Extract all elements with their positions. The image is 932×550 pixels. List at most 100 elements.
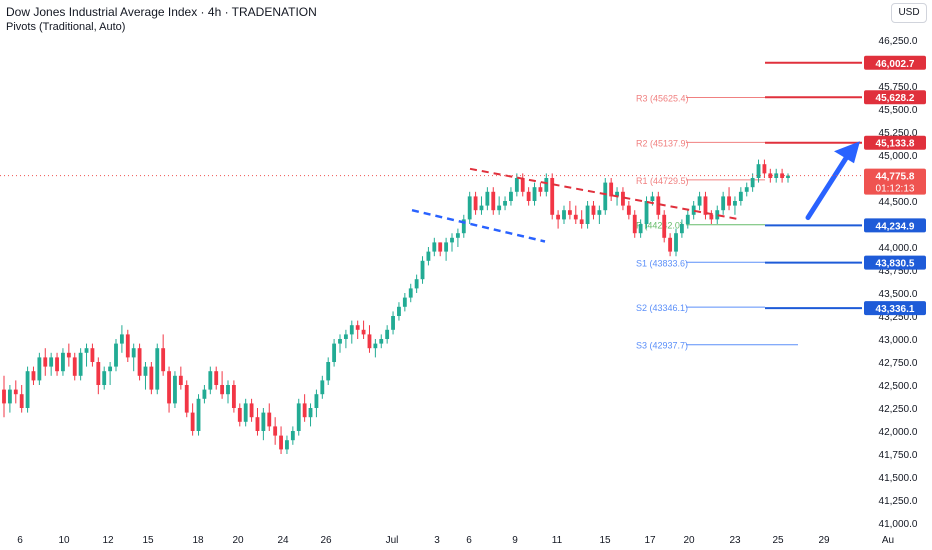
candle-body — [90, 348, 95, 362]
candle-body — [444, 242, 449, 252]
candle-body — [750, 178, 755, 188]
x-tick-label: 10 — [58, 535, 70, 546]
candle-body — [255, 417, 260, 431]
y-tick-label: 41,250.0 — [879, 496, 918, 507]
candle-body — [37, 357, 42, 381]
y-tick-label: 42,750.0 — [879, 358, 918, 369]
candle-body — [526, 191, 531, 201]
candle-body — [520, 178, 525, 192]
candle-body — [96, 362, 101, 385]
candle-body — [49, 357, 54, 367]
candle-body — [479, 205, 484, 211]
candle-body — [373, 343, 378, 349]
y-tick-label: 43,750.0 — [879, 266, 918, 277]
candle-body — [361, 329, 366, 335]
candle-body — [296, 403, 301, 431]
candle-body — [408, 288, 413, 298]
candle-body — [579, 219, 584, 224]
last-price-tag — [864, 168, 926, 195]
candle-body — [455, 233, 460, 238]
candle-body — [308, 408, 313, 418]
candle-body — [532, 187, 537, 201]
key-level-tag — [864, 55, 926, 70]
candle-body — [61, 352, 65, 372]
pivot-label-p: P (44242.0) — [636, 221, 683, 231]
pivot-levels: R3 (45625.4) R2 (45137.9) R1 (44729.5) P (4… — [636, 93, 798, 351]
candle-body — [202, 389, 207, 399]
key-level-value: 44,234.9 — [876, 221, 915, 232]
candle-body — [237, 408, 242, 422]
candle-body — [108, 366, 113, 372]
candle-body — [184, 385, 189, 413]
candle-body — [285, 440, 289, 450]
candle-body — [155, 348, 160, 390]
candle-body — [426, 251, 431, 261]
candle-body — [461, 219, 466, 234]
candle-body — [279, 435, 283, 450]
candle-body — [585, 205, 590, 224]
candle-body — [173, 375, 177, 404]
candle-body — [674, 233, 678, 252]
candle-body — [7, 389, 12, 404]
x-tick-label: 25 — [772, 535, 784, 546]
candle-body — [314, 394, 319, 408]
pivot-label-s2: S2 (43346.1) — [636, 303, 688, 313]
candle-body — [391, 316, 395, 330]
pivot-label-r1: R1 (44729.5) — [636, 176, 689, 186]
candle-body — [249, 403, 254, 418]
candle-body — [149, 366, 154, 390]
candle-body — [703, 196, 708, 215]
candle-body — [379, 339, 384, 344]
key-level-tag — [864, 218, 926, 233]
candle-body — [326, 362, 331, 381]
candle-body — [343, 334, 348, 339]
candle-body — [267, 412, 272, 427]
x-tick-label: 15 — [599, 535, 611, 546]
candle-body — [497, 205, 502, 211]
x-tick-label: Au — [882, 535, 894, 546]
candle-body — [768, 173, 773, 178]
y-tick-label: 45,500.0 — [879, 105, 918, 116]
candle-body — [114, 343, 118, 367]
candle-body — [290, 431, 295, 441]
candle-body — [196, 398, 201, 431]
y-tick-label: 41,500.0 — [879, 473, 918, 484]
x-tick-label: Jul — [386, 535, 399, 546]
candle-body — [167, 371, 171, 404]
y-tick-label: 41,000.0 — [879, 519, 918, 530]
candle-body — [178, 375, 183, 385]
candle-body — [273, 426, 278, 436]
candle-body — [397, 306, 401, 316]
candle-body — [2, 389, 6, 404]
candle-body — [367, 334, 372, 349]
key-levels: 46,002.7 45,628.2 45,133.8 44,234.9 43,830.5… — [765, 55, 926, 316]
x-tick-label: 29 — [818, 535, 830, 546]
currency-button[interactable]: USD — [891, 3, 927, 23]
candle-body — [514, 178, 519, 192]
x-tick-label: 26 — [320, 535, 332, 546]
key-level-value: 43,336.1 — [876, 304, 915, 315]
candle-body — [338, 339, 342, 344]
candle-body — [432, 242, 437, 252]
candle-body — [603, 182, 608, 211]
y-tick-label: 45,000.0 — [879, 151, 918, 162]
candle-body — [744, 187, 749, 192]
time-axis[interactable]: 6 10 12 15 18 20 24 26 Jul 3 6 9 11 15 17 20 23 25 29 Au — [17, 535, 894, 546]
support-trendline — [411, 208, 546, 243]
candle-body — [13, 389, 18, 395]
candle-body — [644, 201, 649, 224]
candle-body — [161, 348, 166, 372]
y-tick-label: 44,500.0 — [879, 197, 918, 208]
key-level-value: 46,002.7 — [876, 59, 915, 70]
candle-body — [302, 403, 307, 418]
candle-body — [420, 260, 425, 280]
price-axis[interactable]: 46,250.046,000.045,750.045,500.045,250.0… — [879, 36, 918, 530]
candle-body — [503, 201, 507, 206]
resistance-trendline — [469, 167, 741, 221]
candle-body — [414, 279, 419, 289]
candle-body — [550, 178, 555, 215]
candle-body — [78, 352, 83, 376]
pivot-label-r3: R3 (45625.4) — [636, 93, 689, 103]
